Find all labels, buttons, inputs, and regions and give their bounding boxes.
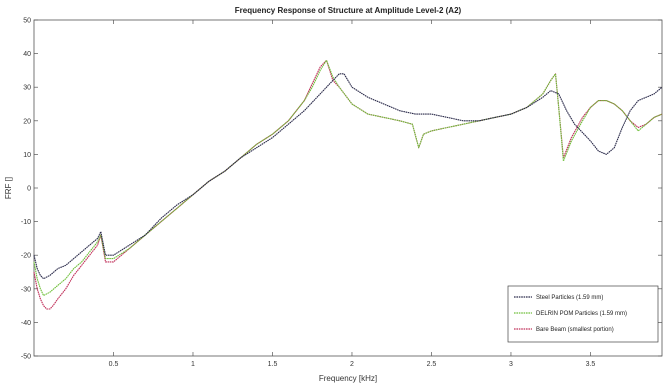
- y-tick-label: 20: [23, 118, 31, 125]
- x-tick-label: 0.5: [109, 361, 119, 368]
- legend-entry: DELRIN POM Particles (1.59 mm): [536, 311, 627, 317]
- y-tick-label: 10: [23, 152, 31, 159]
- y-tick-label: 0: [27, 186, 31, 193]
- x-tick-label: 3.5: [586, 361, 596, 368]
- x-axis-label: Frequency [kHz]: [319, 374, 377, 383]
- legend-entry: Steel Particles (1.59 mm): [536, 295, 603, 301]
- y-tick-label: 40: [23, 51, 31, 58]
- y-tick-label: 30: [23, 85, 31, 92]
- series-layer: [33, 59, 663, 310]
- y-tick-label: 50: [23, 18, 31, 25]
- legend-box: [507, 285, 659, 343]
- x-tick-label: 2.5: [427, 361, 437, 368]
- x-tick-label: 1: [191, 361, 195, 368]
- legend-entry: Bare Beam (smallest portion): [536, 327, 614, 333]
- y-tick-label: -50: [21, 354, 31, 361]
- x-axis: 0.5 1 1.5 2 2.5 3 3.5: [109, 20, 596, 368]
- y-axis: -50 -40 -30 -20 -10 0 10 20 30 40 50: [21, 18, 662, 361]
- series-line-1: [33, 59, 663, 297]
- y-tick-label: -30: [21, 286, 31, 293]
- series-line-2: [33, 59, 663, 310]
- x-tick-label: 3: [509, 361, 513, 368]
- chart-title: Frequency Response of Structure at Ampli…: [235, 6, 462, 15]
- y-axis-label: FRF []: [4, 177, 13, 199]
- x-tick-label: 1.5: [268, 361, 278, 368]
- y-tick-label: -10: [21, 219, 31, 226]
- x-tick-label: 2: [350, 361, 354, 368]
- y-tick-label: -20: [21, 253, 31, 260]
- legend: Steel Particles (1.59 mm) DELRIN POM Part…: [507, 285, 659, 343]
- y-tick-label: -40: [21, 320, 31, 327]
- series-line-0: [33, 73, 663, 280]
